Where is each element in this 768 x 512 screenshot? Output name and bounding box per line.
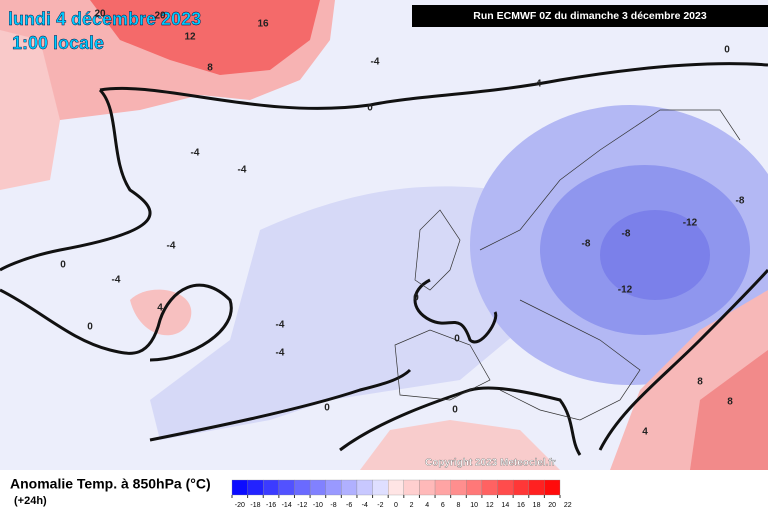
colorbar-cell bbox=[512, 479, 529, 496]
warm-anomaly bbox=[130, 289, 192, 336]
colorbar-tick-label: -16 bbox=[266, 502, 276, 509]
colorbar-tick-label: 4 bbox=[425, 502, 429, 509]
warm-anomaly bbox=[0, 30, 60, 190]
colorbar-cell bbox=[309, 479, 326, 496]
colorbar-cell bbox=[372, 479, 389, 496]
contour-label: -12 bbox=[683, 218, 698, 229]
contour-label: -4 bbox=[276, 320, 285, 331]
contour-label: -12 bbox=[618, 285, 633, 296]
contour-label: -4 bbox=[167, 241, 176, 252]
contour-label: 20 bbox=[154, 11, 166, 22]
contour-label: 4 bbox=[642, 427, 648, 438]
contour-label: 4 bbox=[157, 303, 163, 314]
colorbar-tick-label: -2 bbox=[377, 502, 383, 509]
contour-label: 0 bbox=[367, 103, 373, 114]
warm-anomaly-core bbox=[690, 350, 768, 470]
colorbar-tick-label: -12 bbox=[297, 502, 307, 509]
colorbar-tick-label: 10 bbox=[470, 502, 478, 509]
contour-label: 0 bbox=[452, 405, 458, 416]
colorbar-tick-label: -4 bbox=[362, 502, 368, 509]
colorbar-cell bbox=[263, 479, 280, 496]
colorbar-tick-label: 14 bbox=[501, 502, 509, 509]
colorbar-cell bbox=[341, 479, 358, 496]
contour-label: 8 bbox=[207, 63, 213, 74]
colorbar-cell bbox=[294, 479, 311, 496]
colorbar-tick-label: -18 bbox=[250, 502, 260, 509]
contour-label: 0 bbox=[87, 322, 93, 333]
colorbar-cell bbox=[278, 479, 295, 496]
cold-anomaly-core bbox=[600, 210, 710, 300]
contour-label: -4 bbox=[371, 57, 380, 68]
contour-label: -8 bbox=[736, 196, 745, 207]
colorbar-tick-label: 2 bbox=[410, 502, 414, 509]
legend-title: Anomalie Temp. à 850hPa (°C) bbox=[10, 476, 211, 492]
contour-label: -8 bbox=[622, 229, 631, 240]
coastlines bbox=[394, 109, 741, 421]
forecast-lead: (+24h) bbox=[14, 495, 47, 507]
colorbar-tick-label: -6 bbox=[346, 502, 352, 509]
run-info: Run ECMWF 0Z du dimanche 3 décembre 2023 bbox=[473, 10, 707, 22]
contour-label: -4 bbox=[276, 348, 285, 359]
colorbar-tick-label: 20 bbox=[548, 502, 556, 509]
colorbar-cell bbox=[497, 479, 514, 496]
colorbar-cell bbox=[450, 479, 467, 496]
forecast-date: lundi 4 décembre 2023 bbox=[8, 9, 201, 29]
colorbar-cell bbox=[544, 479, 561, 496]
colorbar-tick-label: -8 bbox=[330, 502, 336, 509]
contour-label: 8 bbox=[727, 397, 733, 408]
colorbar-tick-label: 22 bbox=[564, 502, 572, 509]
colorbar-tick-label: 0 bbox=[394, 502, 398, 509]
colorbar-cell bbox=[388, 479, 404, 496]
contour-label: -8 bbox=[582, 239, 591, 250]
contour-label: 0 bbox=[413, 293, 419, 304]
contour-label: -4 bbox=[112, 275, 121, 286]
colorbar-cell bbox=[481, 479, 498, 496]
contour-label: 12 bbox=[184, 32, 196, 43]
colorbar-cell bbox=[325, 479, 342, 496]
run-banner bbox=[412, 5, 768, 27]
warm-anomaly-core bbox=[90, 0, 320, 75]
colorbar-cell bbox=[466, 479, 483, 496]
colorbar-tick-label: 12 bbox=[486, 502, 494, 509]
contour-label: 0 bbox=[454, 334, 460, 345]
colorbar-tick-label: 8 bbox=[457, 502, 461, 509]
colorbar-cell bbox=[528, 479, 545, 496]
contour-label: -4 bbox=[533, 79, 542, 90]
colorbar-tick-label: 16 bbox=[517, 502, 525, 509]
colorbar-tick-label: 18 bbox=[533, 502, 541, 509]
contour-label: -4 bbox=[191, 148, 200, 159]
contour-label: 0 bbox=[724, 45, 730, 56]
colorbar-tick-label: -14 bbox=[282, 502, 292, 509]
warm-anomaly bbox=[360, 420, 560, 470]
contour-label: 0 bbox=[324, 403, 330, 414]
contour-label: 20 bbox=[94, 9, 106, 20]
contour-label: 16 bbox=[257, 19, 269, 30]
copyright: Copyright 2023 Meteociel.fr bbox=[425, 458, 556, 469]
colorbar-cell bbox=[247, 479, 264, 496]
colorbar-cell bbox=[403, 479, 420, 496]
colorbar-tick-label: 6 bbox=[441, 502, 445, 509]
contour-label: 0 bbox=[60, 260, 66, 271]
forecast-time: 1:00 locale bbox=[12, 33, 104, 53]
contour-label: 8 bbox=[697, 377, 703, 388]
zero-contours bbox=[0, 62, 768, 456]
colorbar-tick-label: -20 bbox=[235, 502, 245, 509]
colorbar-cell bbox=[231, 479, 248, 496]
cold-anomaly bbox=[150, 186, 520, 440]
colorbar-cell bbox=[434, 479, 451, 496]
colorbar-cell bbox=[356, 479, 373, 496]
colorbar-tick-label: -10 bbox=[313, 502, 323, 509]
contour-label: -4 bbox=[238, 165, 247, 176]
colorbar-cell bbox=[419, 479, 436, 496]
